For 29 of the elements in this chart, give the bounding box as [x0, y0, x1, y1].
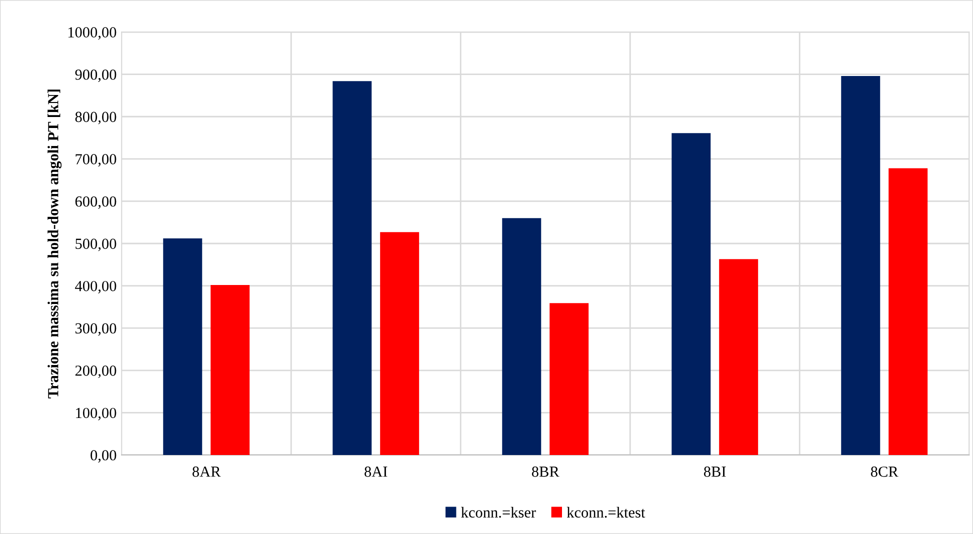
x-tick-label: 8AR [192, 466, 221, 477]
y-tick-label: 100,00 [76, 408, 116, 420]
y-axis-title: Trazione massima su hold-down angoli PT [kN] [48, 90, 62, 398]
y-tick-label: 300,00 [75, 323, 116, 336]
bar [719, 259, 758, 455]
y-tick-label: 0,00 [90, 450, 116, 463]
bar [163, 238, 202, 455]
x-tick-label: 8AI [364, 466, 388, 477]
x-tick-label: 8CR [870, 466, 898, 477]
y-tick-label: 500,00 [76, 238, 116, 252]
y-tick-label: 800,00 [75, 112, 116, 124]
y-tick-label: 200,00 [75, 366, 116, 378]
bar [332, 81, 372, 455]
y-tick-label: 400,00 [75, 280, 116, 294]
bar [502, 218, 542, 455]
bar [672, 133, 711, 455]
y-tick-label: 900,00 [75, 69, 116, 82]
legend-label: kconn.=ktest [566, 506, 646, 518]
y-tick-label: 700,00 [76, 154, 116, 167]
y-tick-label: 600,00 [75, 196, 116, 209]
x-tick-label: 8BR [532, 466, 560, 477]
bar [841, 76, 880, 455]
bar [380, 232, 420, 455]
bar [888, 168, 928, 455]
bar [550, 303, 589, 455]
x-tick-label: 8BI [704, 466, 726, 477]
bar [210, 284, 250, 455]
legend-label: kconn.=kser [461, 506, 536, 518]
y-tick-label: 1000,00 [68, 27, 116, 40]
